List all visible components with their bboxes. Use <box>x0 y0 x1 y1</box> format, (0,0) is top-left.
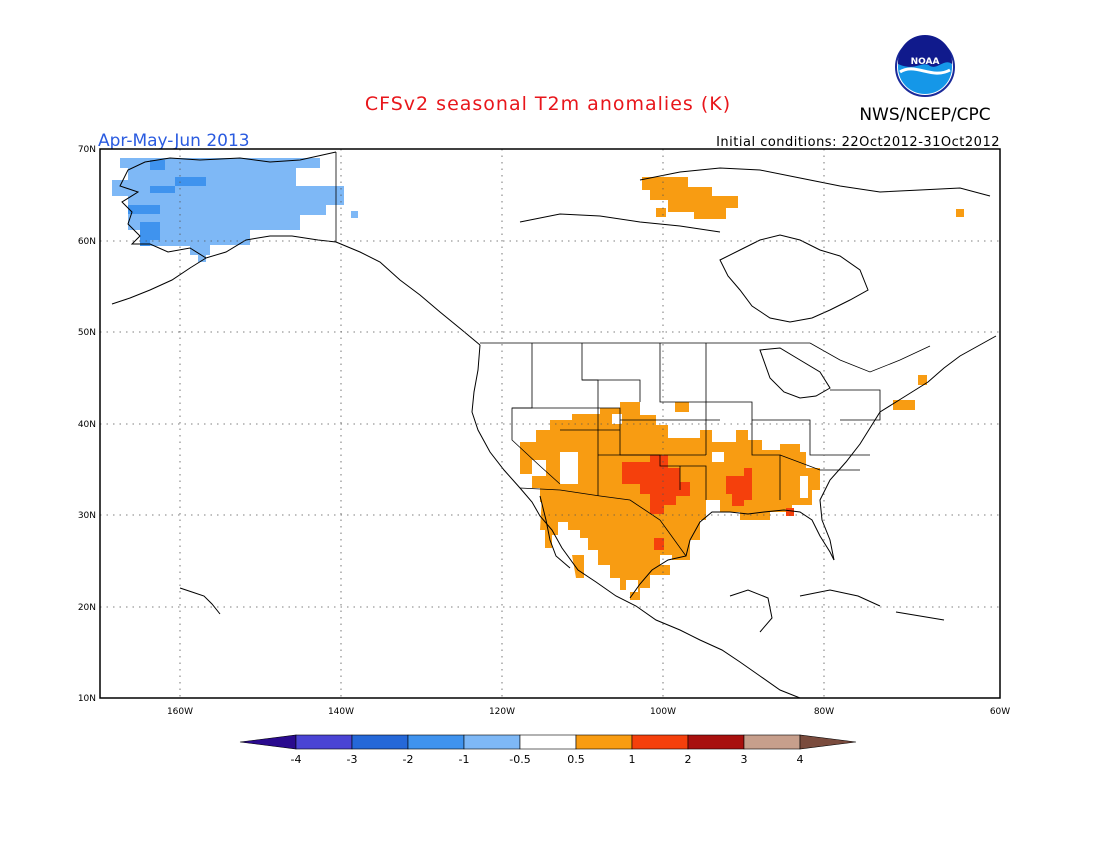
map-frame <box>99 148 1001 699</box>
colorbar-swatch <box>687 734 745 750</box>
colorbar-extend-low <box>239 734 297 750</box>
colorbar-label: 4 <box>797 753 804 766</box>
latitude-labels: 70N 60N 50N 40N 30N 20N 10N <box>78 145 96 704</box>
colorbar-swatch <box>351 734 409 750</box>
colorbar-swatch <box>407 734 465 750</box>
longitude-labels: 160W 140W 120W 100W 80W 60W <box>167 707 1010 717</box>
lon-label: 120W <box>489 707 515 717</box>
colorbar-swatch <box>295 734 353 750</box>
colorbar: -4 -3 -2 -1 -0.5 0.5 1 2 3 4 <box>239 734 857 766</box>
colorbar-label: 0.5 <box>567 753 585 766</box>
colorbar-extend-high <box>799 734 857 750</box>
anomaly-alaska-cool-core <box>128 160 206 246</box>
colorbar-swatch <box>743 734 801 750</box>
lon-label: 160W <box>167 707 193 717</box>
lat-label: 70N <box>78 145 96 155</box>
season-label: Apr-May-Jun 2013 <box>98 131 250 151</box>
political-borders <box>335 152 931 557</box>
lon-label: 60W <box>990 707 1010 717</box>
colorbar-swatch <box>575 734 633 750</box>
colorbar-swatch <box>519 734 577 750</box>
colorbar-label: -3 <box>347 753 358 766</box>
graticule <box>100 149 1000 698</box>
lat-label: 40N <box>78 420 96 430</box>
colorbar-label: 2 <box>685 753 692 766</box>
anomaly-canada-warm <box>642 177 964 219</box>
colorbar-label: -4 <box>291 753 302 766</box>
lat-label: 30N <box>78 511 96 521</box>
lon-label: 100W <box>650 707 676 717</box>
colorbar-label: -1 <box>459 753 470 766</box>
map-content <box>100 149 1000 698</box>
lon-label: 80W <box>814 707 834 717</box>
colorbar-label: -2 <box>403 753 414 766</box>
organization-label: NWS/NCEP/CPC <box>859 105 990 125</box>
lat-label: 20N <box>78 603 96 613</box>
map-title: CFSv2 seasonal T2m anomalies (K) <box>365 93 731 115</box>
anomaly-new-england-warm <box>893 375 927 410</box>
lon-label: 140W <box>328 707 354 717</box>
initial-conditions-label: Initial conditions: 22Oct2012-31Oct2012 <box>716 135 1000 150</box>
lat-label: 60N <box>78 237 96 247</box>
colorbar-label: -0.5 <box>509 753 530 766</box>
colorbar-label: 1 <box>629 753 636 766</box>
noaa-logo: NOAA <box>895 35 955 97</box>
colorbar-swatch <box>631 734 689 750</box>
lat-label: 50N <box>78 328 96 338</box>
lat-label: 10N <box>78 694 96 704</box>
noaa-logo-text: NOAA <box>911 57 940 67</box>
anomaly-southern-plains-warm-core <box>622 455 794 550</box>
colorbar-swatch <box>463 734 521 750</box>
anomaly-alaska-cool <box>112 158 358 262</box>
colorbar-label: 3 <box>741 753 748 766</box>
